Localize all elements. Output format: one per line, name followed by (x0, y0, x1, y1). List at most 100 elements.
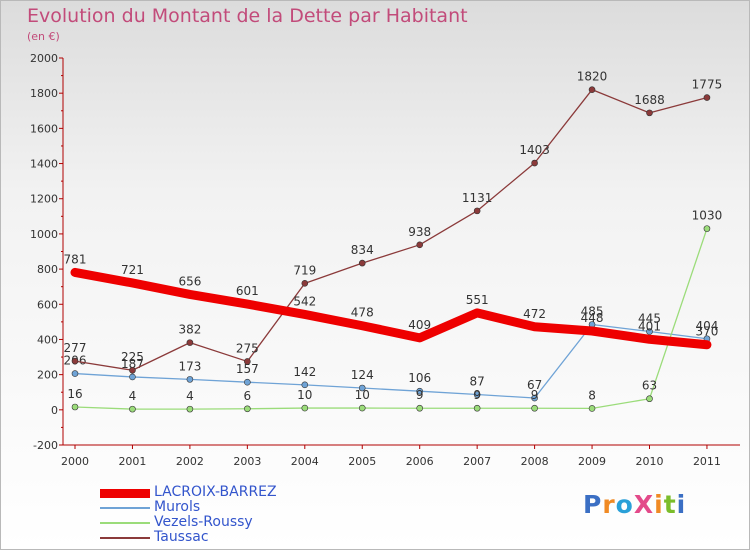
data-point (301, 280, 309, 287)
data-label: 10 (355, 388, 370, 402)
data-point (186, 405, 194, 413)
data-point (646, 395, 653, 403)
data-point (71, 370, 79, 377)
data-point (531, 394, 538, 402)
data-point (129, 373, 136, 381)
logo-letter: o (615, 490, 634, 519)
data-label: 1403 (519, 143, 550, 157)
chart-title: Evolution du Montant de la Dette par Hab… (27, 5, 468, 27)
data-label: 1030 (692, 209, 723, 223)
data-label: 8 (588, 388, 596, 402)
data-point (416, 241, 424, 249)
logo-letter: r (602, 490, 616, 519)
data-label: 9 (531, 388, 539, 402)
legend-swatch (100, 537, 150, 539)
logo-letter: i (676, 490, 687, 519)
y-tick-label: 1000 (30, 228, 58, 241)
x-tick-label: 2009 (578, 455, 606, 468)
data-label: 63 (642, 379, 657, 393)
data-label: 721 (121, 263, 144, 277)
logo-letter: P (583, 490, 603, 519)
data-point (71, 403, 79, 411)
data-point (473, 404, 481, 412)
x-tick-label: 2002 (176, 455, 204, 468)
data-label: 1775 (692, 78, 723, 92)
x-tick-label: 2005 (348, 455, 376, 468)
data-label: 445 (638, 312, 661, 326)
legend-item-lacroix-barrez: LACROIX-BARREZ (100, 484, 340, 502)
logo-letter: t (663, 490, 677, 519)
data-label: 448 (581, 311, 604, 325)
x-tick-label: 2007 (463, 455, 491, 468)
legend-item-murols: Murols (100, 499, 340, 517)
data-point (358, 404, 366, 412)
data-label: 382 (178, 323, 201, 337)
data-label: 225 (121, 350, 144, 364)
data-label: 409 (408, 318, 431, 332)
x-tick-label: 2000 (61, 455, 89, 468)
y-tick-label: 600 (37, 298, 58, 311)
data-point (244, 358, 251, 365)
legend-label: LACROIX-BARREZ (154, 484, 277, 500)
data-label: 719 (293, 263, 316, 277)
x-tick-label: 2008 (521, 455, 549, 468)
data-label: 275 (236, 341, 259, 355)
y-tick-label: -200 (33, 439, 58, 452)
data-point (186, 376, 194, 383)
y-tick-label: 0 (51, 404, 58, 417)
data-label: 1131 (462, 191, 493, 205)
legend-swatch (100, 507, 150, 509)
data-point (358, 259, 366, 267)
data-label: 9 (473, 388, 481, 402)
y-tick-label: 800 (37, 263, 58, 276)
data-label: 106 (408, 371, 431, 385)
data-point (358, 384, 366, 392)
legend-label: Vezels-Roussy (154, 514, 253, 530)
series-line-taussac (74, 89, 708, 371)
data-point (473, 207, 481, 215)
x-tick-label: 2011 (693, 455, 721, 468)
legend-swatch (100, 488, 150, 498)
legend-label: Murols (154, 499, 201, 515)
data-label: 10 (297, 388, 312, 402)
data-label: 485 (581, 305, 604, 319)
data-label: 370 (695, 325, 718, 339)
data-point (301, 381, 309, 389)
y-tick-label: 1200 (30, 193, 58, 206)
chart-unit: (en €) (27, 30, 60, 43)
data-label: 404 (695, 319, 718, 333)
y-tick-label: 1800 (30, 87, 58, 100)
y-tick-label: 400 (37, 333, 58, 346)
data-point (301, 404, 309, 412)
data-label: 9 (416, 388, 424, 402)
y-tick-label: 1600 (30, 122, 58, 135)
legend-item-taussac: Taussac (100, 529, 340, 547)
series-line-murols (74, 323, 708, 399)
y-tick-label: 1400 (30, 158, 58, 171)
x-tick-label: 2003 (233, 455, 261, 468)
data-point (129, 366, 136, 374)
series-line-vezels-roussy (74, 227, 708, 410)
data-label: 87 (470, 375, 485, 389)
data-label: 656 (178, 274, 201, 288)
logo-letter: i (654, 490, 664, 519)
data-point (703, 94, 711, 101)
data-point (129, 405, 136, 413)
data-point (244, 378, 251, 386)
data-label: 67 (527, 378, 542, 392)
data-point (703, 225, 711, 232)
data-label: 1688 (634, 93, 665, 107)
data-label: 16 (67, 387, 82, 401)
data-label: 938 (408, 225, 431, 239)
logo-letter: X (633, 490, 655, 519)
data-label: 6 (244, 389, 252, 403)
data-label: 472 (523, 307, 546, 321)
data-label: 4 (129, 389, 137, 403)
data-point (646, 109, 653, 117)
data-point (531, 404, 538, 412)
y-tick-label: 2000 (30, 52, 58, 65)
data-label: 173 (178, 359, 201, 373)
series-line-lacroix-barrez (70, 267, 712, 350)
data-point (186, 339, 194, 346)
